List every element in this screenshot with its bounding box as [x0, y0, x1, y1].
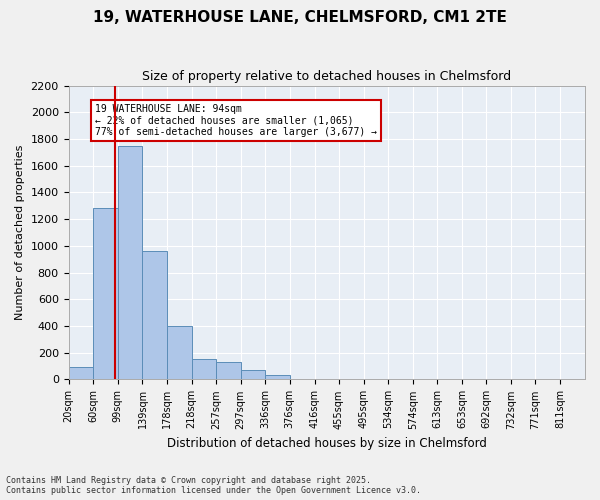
Bar [290, 379, 314, 380]
Bar [191, 360, 216, 380]
Title: Size of property relative to detached houses in Chelmsford: Size of property relative to detached ho… [142, 70, 511, 83]
Bar [118, 146, 142, 380]
Bar [241, 370, 265, 380]
Text: 19 WATERHOUSE LANE: 94sqm
← 22% of detached houses are smaller (1,065)
77% of se: 19 WATERHOUSE LANE: 94sqm ← 22% of detac… [95, 104, 377, 138]
Bar [216, 362, 241, 380]
Bar [68, 368, 94, 380]
Y-axis label: Number of detached properties: Number of detached properties [15, 145, 25, 320]
Bar [167, 326, 191, 380]
Text: 19, WATERHOUSE LANE, CHELMSFORD, CM1 2TE: 19, WATERHOUSE LANE, CHELMSFORD, CM1 2TE [93, 10, 507, 25]
Bar [142, 251, 167, 380]
X-axis label: Distribution of detached houses by size in Chelmsford: Distribution of detached houses by size … [167, 437, 487, 450]
Text: Contains HM Land Registry data © Crown copyright and database right 2025.
Contai: Contains HM Land Registry data © Crown c… [6, 476, 421, 495]
Bar [94, 208, 118, 380]
Bar [265, 376, 290, 380]
